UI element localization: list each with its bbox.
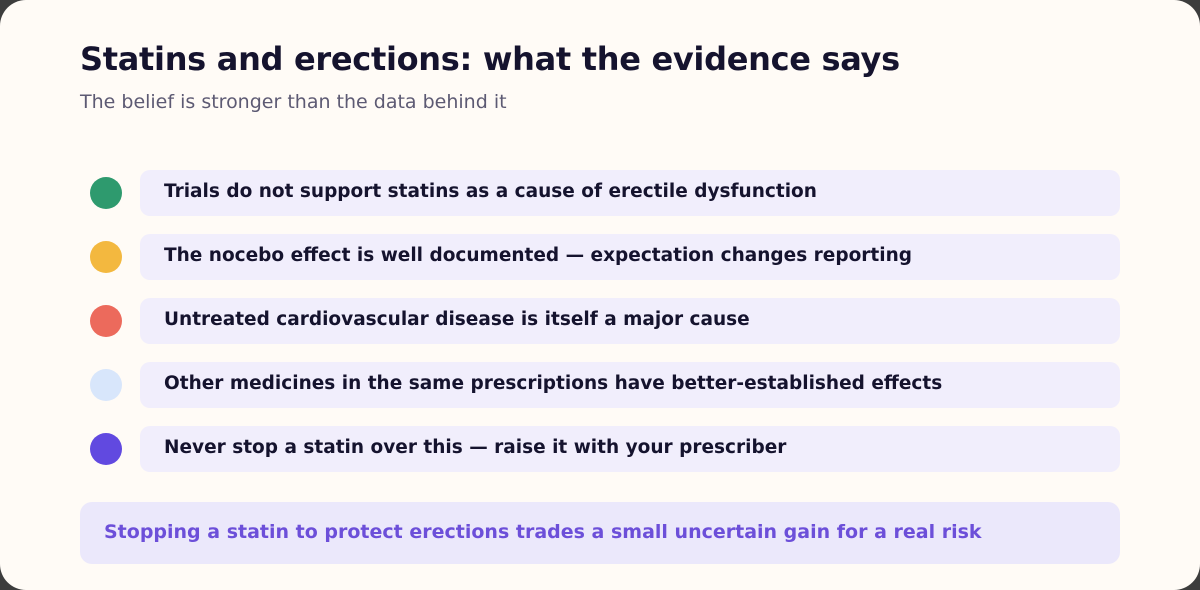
list-item-label: Never stop a statin over this — raise it… (164, 437, 787, 458)
list-item-label: The nocebo effect is well documented — e… (164, 245, 912, 266)
list-item-pill: Trials do not support statins as a cause… (140, 170, 1120, 216)
list-item-pill: The nocebo effect is well documented — e… (140, 234, 1120, 280)
list-item-label: Untreated cardiovascular disease is itse… (164, 309, 750, 330)
list-item-label: Other medicines in the same prescription… (164, 373, 943, 394)
list-item-pill: Never stop a statin over this — raise it… (140, 426, 1120, 472)
list-item: Never stop a statin over this — raise it… (80, 426, 1120, 472)
green-dot-icon (90, 177, 122, 209)
yellow-dot-icon (90, 241, 122, 273)
list-item-label: Trials do not support statins as a cause… (164, 181, 817, 202)
page-title: Statins and erections: what the evidence… (80, 40, 900, 78)
summary-callout-text: Stopping a statin to protect erections t… (104, 521, 982, 543)
evidence-list: Trials do not support statins as a cause… (80, 170, 1120, 490)
purple-dot-icon (90, 433, 122, 465)
list-item: Other medicines in the same prescription… (80, 362, 1120, 408)
light-blue-dot-icon (90, 369, 122, 401)
list-item: Trials do not support statins as a cause… (80, 170, 1120, 216)
list-item: Untreated cardiovascular disease is itse… (80, 298, 1120, 344)
summary-callout: Stopping a statin to protect erections t… (80, 502, 1120, 564)
list-item: The nocebo effect is well documented — e… (80, 234, 1120, 280)
list-item-pill: Untreated cardiovascular disease is itse… (140, 298, 1120, 344)
list-item-pill: Other medicines in the same prescription… (140, 362, 1120, 408)
page-subtitle: The belief is stronger than the data beh… (80, 91, 507, 113)
red-dot-icon (90, 305, 122, 337)
